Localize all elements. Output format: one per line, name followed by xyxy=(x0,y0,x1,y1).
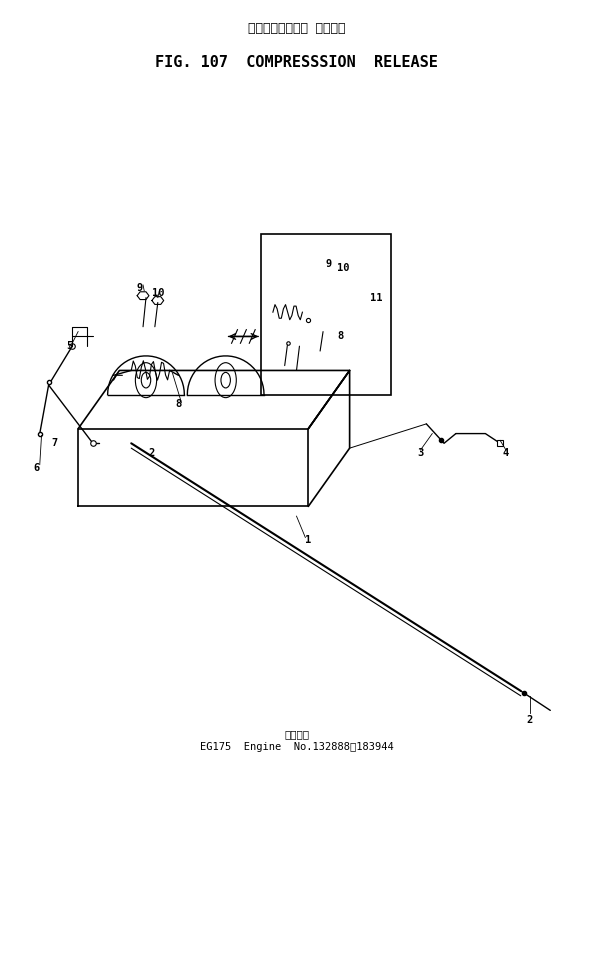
Text: FIG. 107  COMPRESSSION  RELEASE: FIG. 107 COMPRESSSION RELEASE xyxy=(155,56,438,70)
Text: 1: 1 xyxy=(305,536,311,545)
Text: 5: 5 xyxy=(66,341,72,352)
Text: 3: 3 xyxy=(417,448,423,458)
Text: コンブレッション リリーズ: コンブレッション リリーズ xyxy=(248,22,345,35)
Text: 8: 8 xyxy=(176,399,181,409)
Text: EG175  Engine  No.132888～183944: EG175 Engine No.132888～183944 xyxy=(200,742,393,752)
Text: 10: 10 xyxy=(337,264,350,274)
Text: 8: 8 xyxy=(337,331,344,342)
Text: 9: 9 xyxy=(326,259,332,269)
Text: 9: 9 xyxy=(137,282,144,293)
Text: 2: 2 xyxy=(527,715,533,725)
Text: 適用号機: 適用号機 xyxy=(284,730,309,739)
Bar xyxy=(261,235,391,394)
Text: 6: 6 xyxy=(34,463,40,472)
Text: 10: 10 xyxy=(152,287,164,298)
Text: 7: 7 xyxy=(52,438,58,448)
Text: 11: 11 xyxy=(370,292,382,303)
Text: 2: 2 xyxy=(149,448,155,458)
Text: 4: 4 xyxy=(503,448,509,458)
